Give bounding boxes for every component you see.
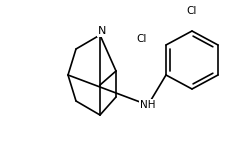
Text: NH: NH (140, 100, 156, 110)
Text: Cl: Cl (137, 34, 147, 44)
Text: N: N (98, 26, 106, 36)
Text: Cl: Cl (187, 6, 197, 16)
